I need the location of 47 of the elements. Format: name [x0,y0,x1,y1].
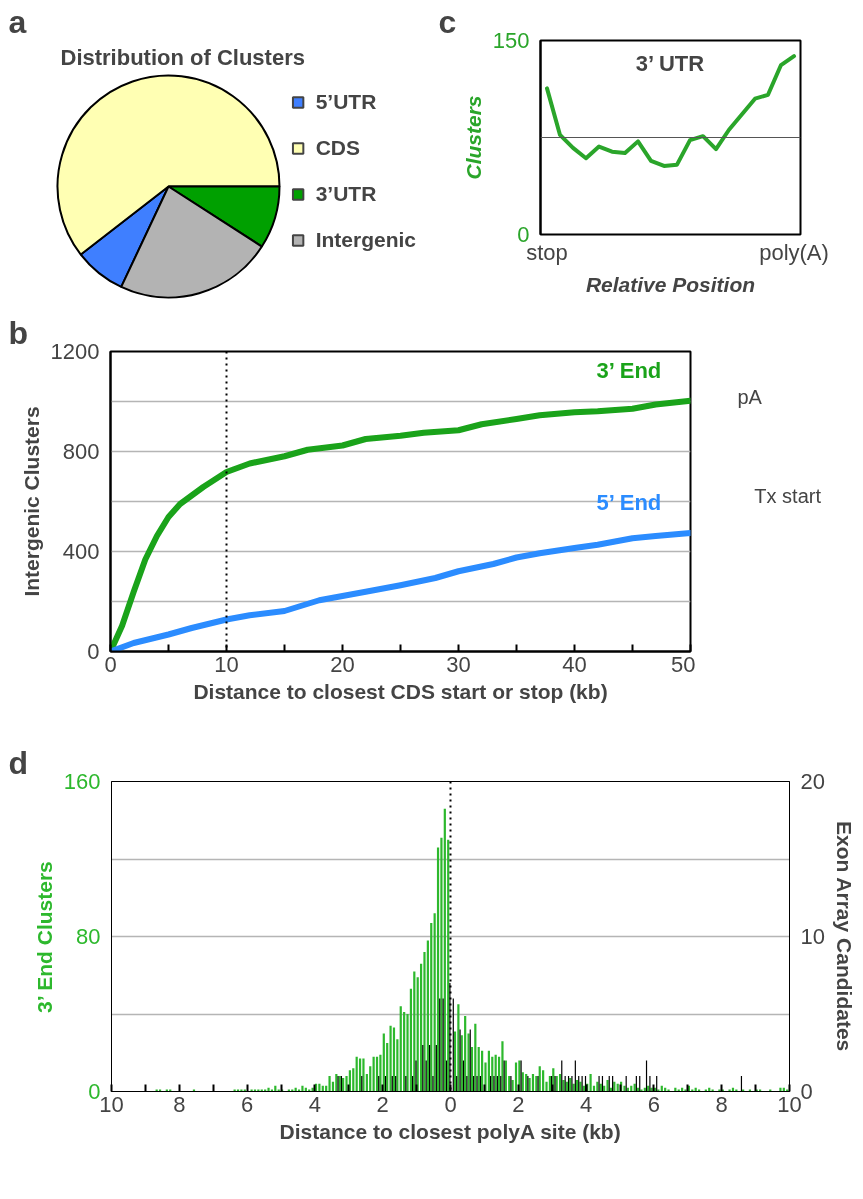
series-label: 5’ End [596,490,662,515]
text: b [8,314,29,351]
text: pA [737,385,763,408]
x-axis-title: Distance to closest CDS start or stop (kb) [193,679,608,703]
x-tick-label: 50 [671,651,696,677]
x-tick-label: 0 [104,651,117,677]
text: c [438,3,457,40]
y-tick-label: 80 [76,924,101,949]
x-tick-label: 8 [173,1091,186,1117]
x-tick-label: 2 [512,1091,525,1117]
y2-tick-label: 20 [800,769,825,794]
y2-axis-title: Exon Array Candidates [832,820,856,1052]
x-axis-title: Relative Position [585,272,756,296]
y-axis-title: 3’ End Clusters [32,861,56,1013]
x-tick-label: 4 [579,1091,593,1117]
y-axis-title: Clusters [461,95,485,180]
legend-label: CDS [315,136,360,160]
x-tick-label: poly(A) [759,239,829,265]
y-tick-label: 800 [62,439,100,464]
x-axis-title: Distance to closest polyA site (kb) [279,1119,621,1143]
text: d [8,744,29,781]
x-tick-label: 8 [715,1091,728,1117]
x-tick-label: 10 [214,651,239,677]
series-label: 3’ End [596,357,662,383]
y-tick-label: 1200 [50,339,100,364]
y-axis-title: Intergenic Clusters [19,406,43,597]
x-tick-label: 6 [240,1091,254,1117]
x-tick-label: 30 [446,651,471,677]
y-tick-label: 160 [63,769,101,794]
x-tick-label: 20 [330,651,355,677]
text: a [8,3,27,40]
x-tick-label: 6 [647,1091,661,1117]
chart-title: Distribution of Clusters [60,44,305,70]
x-tick-label: 2 [376,1091,389,1117]
y-tick-label: 150 [492,28,530,53]
legend-label: Intergenic [315,228,416,252]
legend-label: 3’UTR [315,182,377,206]
y2-tick-label: 10 [800,924,825,949]
x-tick-label: 10 [777,1091,802,1117]
x-tick-label: 4 [308,1091,322,1117]
text: 3’ UTR [635,50,705,76]
x-tick-label: 40 [562,651,587,677]
x-tick-label: 0 [444,1091,457,1117]
text: Tx start [754,484,822,507]
legend-label: 5’UTR [315,90,377,114]
x-tick-label: 10 [99,1091,124,1117]
y-tick-label: 400 [62,539,100,564]
